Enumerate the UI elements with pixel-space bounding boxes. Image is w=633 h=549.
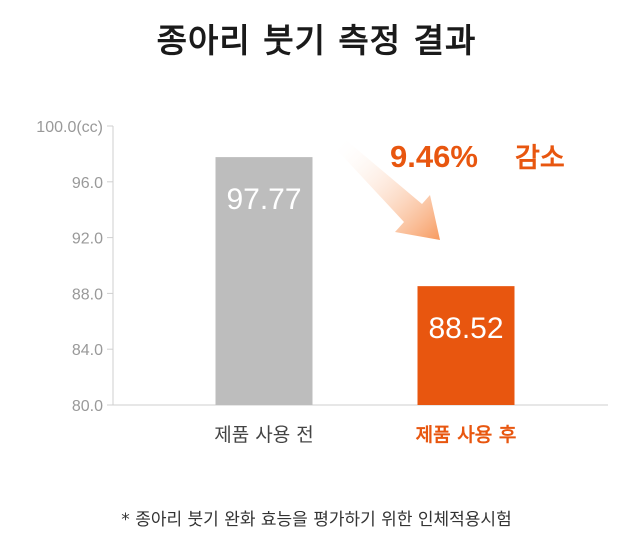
y-tick-label: 96.0 <box>72 175 103 192</box>
y-axis: 80.0 84.0 88.0 92.0 96.0 100.0(cc) <box>36 119 608 415</box>
y-tick-label: 84.0 <box>72 342 103 359</box>
decrease-percent: 9.46% <box>390 139 478 174</box>
footnote: * 종아리 붓기 완화 효능을 평가하기 위한 인체적용시험 <box>121 510 512 530</box>
y-tick-label: 92.0 <box>72 231 103 248</box>
y-tick-label: 80.0 <box>72 398 103 415</box>
x-category-label: 제품 사용 후 <box>416 424 517 446</box>
y-tick-label: 100.0(cc) <box>36 119 103 136</box>
x-axis-labels: 제품 사용 전 제품 사용 후 <box>214 424 516 446</box>
bars <box>215 157 515 405</box>
decrease-word: 감소 <box>515 143 565 174</box>
bar-value-label: 97.77 <box>226 183 301 216</box>
decrease-arrow-icon <box>337 140 440 240</box>
bar-before <box>215 157 313 405</box>
y-tick-label: 88.0 <box>72 286 103 303</box>
data-labels: 97.77 88.52 <box>226 183 503 345</box>
bar-value-label: 88.52 <box>428 312 503 345</box>
bar-after <box>417 286 515 405</box>
chart-title: 종아리 붓기 측정 결과 <box>156 21 477 60</box>
x-category-label: 제품 사용 전 <box>214 424 313 446</box>
